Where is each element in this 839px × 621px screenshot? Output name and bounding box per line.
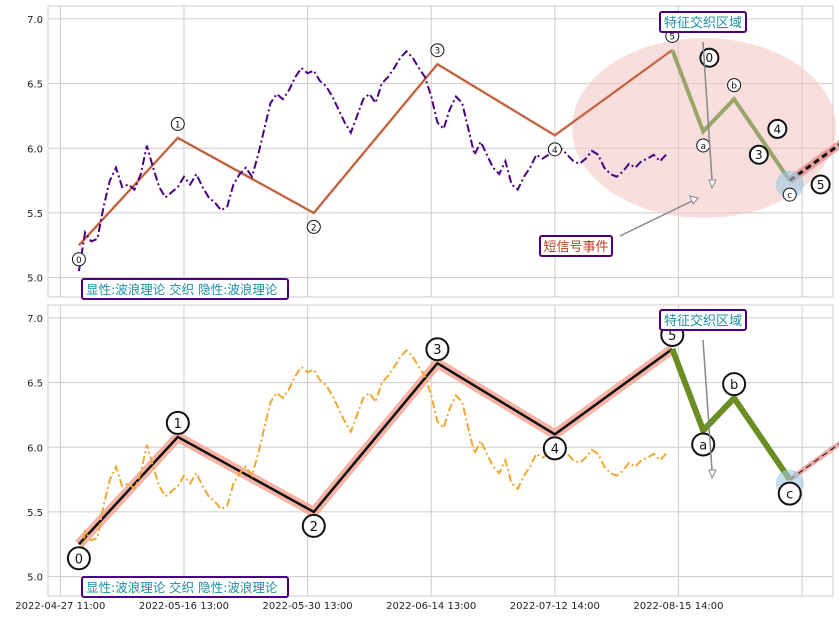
- y-tick-label: 6.5: [27, 80, 43, 91]
- sub-wave-label-0: 0: [706, 51, 714, 65]
- wave-label-circle: [71, 252, 86, 267]
- wave-label-circle: [306, 219, 321, 234]
- y-tick-label: 7.0: [27, 15, 43, 26]
- impulse-wave-line: [78, 49, 673, 246]
- wave-label-5: 5: [669, 32, 675, 42]
- projection-highlight: [788, 440, 839, 482]
- top-zone-box: 特征交织区域: [659, 11, 747, 33]
- wave-label-circle: [170, 116, 185, 131]
- wave-label-circle: [727, 78, 742, 93]
- wave-label-0: 0: [75, 552, 83, 567]
- top-wave-lines: [77, 48, 839, 247]
- wave-label-circle: [782, 187, 797, 202]
- bottom-price-line: [77, 348, 667, 571]
- wave-label-3: 3: [435, 47, 441, 57]
- signal-marker: [775, 170, 804, 199]
- top-y-ticks: 5.0 5.5 6.0 6.5 7.0: [27, 15, 43, 285]
- y-tick-label: 7.0: [27, 314, 43, 325]
- wave-label-circle: [547, 142, 562, 157]
- top-price-line: [77, 49, 667, 272]
- price-series-line: [77, 348, 667, 571]
- top-signal-arrow-head: [689, 195, 699, 205]
- sub-wave-label-3: 3: [755, 148, 763, 162]
- wave-label-2: 2: [311, 223, 317, 233]
- wave-label-3: 3: [433, 343, 441, 358]
- top-legend-box: 显性:波浪理论 交织 隐性:波浪理论: [81, 278, 289, 300]
- wave-label-2: 2: [310, 520, 318, 535]
- wave-label-a: a: [700, 142, 706, 152]
- bottom-zone-box-text: 特征交织区域: [664, 313, 742, 329]
- wave-label-c: c: [787, 191, 792, 201]
- wave-label-circle: [66, 546, 91, 571]
- wave-label-b: b: [731, 82, 737, 92]
- wave-label-4: 4: [551, 442, 559, 457]
- sub-wave-label-circle: [767, 118, 788, 139]
- correction-wave-line: [669, 347, 793, 482]
- wave-label-circle: [430, 43, 445, 58]
- bottom-zone-box: 特征交织区域: [659, 309, 747, 331]
- x-tick-label: 2022-05-16 13:00: [139, 601, 229, 612]
- wave-label-1: 1: [174, 417, 182, 432]
- y-tick-label: 5.5: [27, 508, 43, 519]
- bottom-panel: 5.0 5.5 6.0 6.5 7.0 0 1 2 3 4 5 a b c 特征交织区域 显性:波浪理论…: [27, 304, 839, 598]
- wave-label-circle: [722, 372, 747, 397]
- wave-label-c: c: [786, 488, 793, 503]
- wave-label-circle: [301, 513, 326, 538]
- bottom-legend-text: 显性:波浪理论 交织 隐性:波浪理论: [86, 580, 278, 595]
- top-signal-box: 短信号事件: [539, 235, 613, 257]
- top-signal-box-text: 短信号事件: [543, 240, 608, 255]
- top-zone-arrow: [702, 41, 713, 181]
- wave-label-b: b: [730, 378, 738, 393]
- y-tick-label: 5.0: [27, 274, 43, 285]
- top-legend-text: 显性:波浪理论 交织 隐性:波浪理论: [86, 282, 278, 297]
- wave-label-4: 4: [552, 146, 558, 156]
- top-zone-arrow-head: [708, 179, 717, 190]
- bottom-legend-box: 显性:波浪理论 交织 隐性:波浪理论: [81, 576, 289, 598]
- bottom-wave-labels: 0 1 2 3 4 5 a b c: [66, 322, 802, 571]
- wave-label-circle: [542, 436, 567, 461]
- wave-label-a: a: [699, 438, 707, 453]
- price-series-line: [77, 49, 667, 272]
- sub-wave-label-circle: [810, 174, 831, 195]
- wave-label-circle: [165, 410, 190, 435]
- wave-label-5: 5: [668, 329, 676, 344]
- y-tick-label: 6.0: [27, 443, 43, 454]
- wave-label-circle: [777, 481, 802, 506]
- wave-label-0: 0: [76, 256, 82, 266]
- sub-wave-label-4: 4: [774, 122, 782, 136]
- sub-wave-label-5: 5: [817, 178, 825, 192]
- y-tick-label: 5.5: [27, 209, 43, 220]
- wave-label-1: 1: [175, 120, 181, 130]
- bottom-zone-arrow: [702, 339, 713, 471]
- x-axis-ticks: 2022-04-27 11:00 2022-05-16 13:00 2022-05-…: [15, 601, 723, 612]
- top-signal-arrow: [619, 199, 695, 237]
- wave-label-circle: [425, 337, 450, 362]
- x-tick-label: 2022-08-15 14:00: [633, 601, 723, 612]
- projection-highlight: [787, 139, 839, 184]
- top-zone-box-text: 特征交织区域: [664, 15, 742, 31]
- y-tick-label: 5.0: [27, 573, 43, 584]
- bottom-zone-arrow-head: [708, 469, 717, 480]
- impulse-wave-line: [77, 347, 674, 546]
- x-tick-label: 2022-04-27 11:00: [15, 601, 105, 612]
- x-tick-label: 2022-06-14 13:00: [386, 601, 476, 612]
- wave-label-circle: [691, 432, 716, 457]
- correction-wave-line: [670, 49, 792, 182]
- x-tick-label: 2022-07-12 14:00: [510, 601, 600, 612]
- y-tick-label: 6.0: [27, 144, 43, 155]
- x-tick-label: 2022-05-30 13:00: [263, 601, 353, 612]
- y-tick-label: 6.5: [27, 379, 43, 390]
- sub-wave-label-circle: [748, 144, 769, 165]
- bottom-y-ticks: 5.0 5.5 6.0 6.5 7.0: [27, 314, 43, 584]
